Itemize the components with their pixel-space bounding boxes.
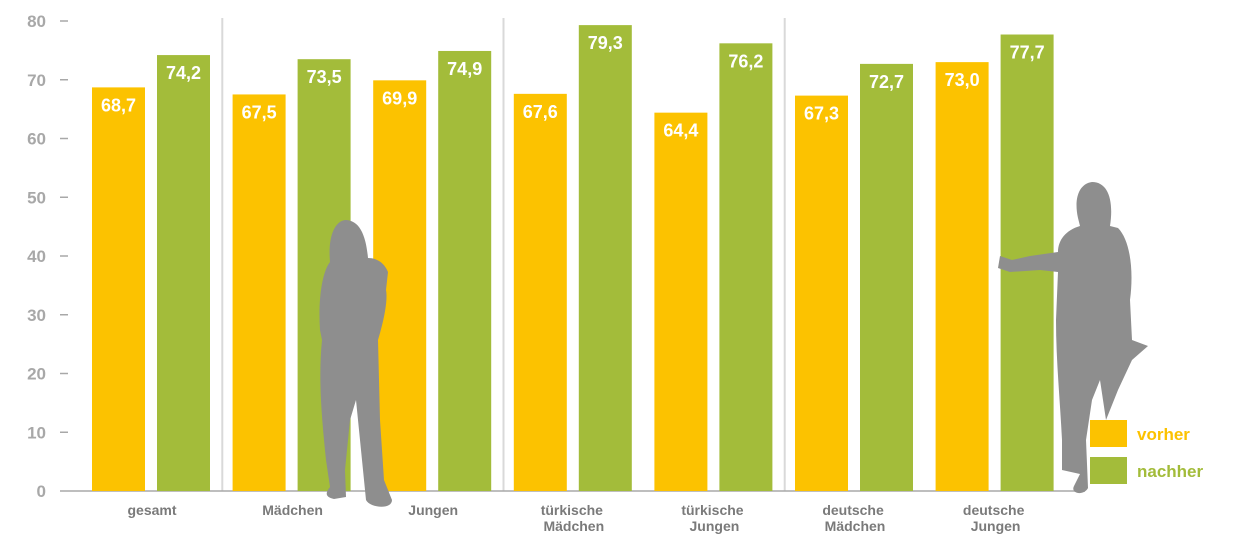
value-label: 67,6: [523, 102, 558, 122]
y-tick-label: 10: [27, 423, 46, 442]
value-label: 79,3: [588, 33, 623, 53]
x-tick-label: Jungen: [408, 502, 458, 518]
bar: [860, 63, 913, 491]
legend-label: nachher: [1137, 462, 1204, 481]
value-label: 74,9: [447, 59, 482, 79]
value-label: 74,2: [166, 63, 201, 83]
value-label: 76,2: [728, 51, 763, 71]
bar: [654, 112, 708, 492]
legend-swatch: [1090, 457, 1127, 484]
bar: [513, 93, 567, 491]
x-tick-label: türkische Jungen: [681, 502, 747, 534]
bar: [232, 94, 286, 491]
value-label: 72,7: [869, 72, 904, 92]
y-tick-label: 60: [27, 130, 46, 149]
y-tick-label: 80: [27, 12, 46, 31]
x-tick-label: türkische Mädchen: [541, 502, 607, 534]
x-tick-label: deutsche Mädchen: [822, 502, 887, 534]
x-tick-label: deutsche Jungen: [963, 502, 1028, 534]
bar: [719, 43, 773, 491]
legend-label: vorher: [1137, 425, 1190, 444]
bar: [795, 95, 848, 492]
girl-silhouette: [319, 220, 392, 507]
value-label: 69,9: [382, 88, 417, 108]
value-label: 73,0: [945, 70, 980, 90]
value-label: 67,3: [804, 104, 839, 124]
value-label: 73,5: [307, 67, 342, 87]
man-silhouette: [998, 182, 1148, 494]
x-tick-label: Mädchen: [262, 502, 323, 518]
y-tick-label: 30: [27, 306, 46, 325]
y-tick-label: 50: [27, 188, 46, 207]
value-label: 68,7: [101, 95, 136, 115]
value-label: 77,7: [1010, 43, 1045, 63]
bar: [578, 25, 632, 492]
y-tick-label: 70: [27, 71, 46, 90]
y-tick-label: 40: [27, 247, 46, 266]
value-label: 64,4: [663, 121, 698, 141]
y-tick-label: 20: [27, 365, 46, 384]
value-label: 67,5: [242, 102, 277, 122]
legend-swatch: [1090, 420, 1127, 447]
y-tick-label: 0: [37, 482, 46, 501]
bar: [935, 62, 989, 491]
bar: [438, 50, 492, 492]
bar: [92, 87, 145, 491]
silhouettes: [319, 182, 1148, 507]
bar: [157, 55, 210, 491]
x-tick-label: gesamt: [127, 502, 176, 518]
